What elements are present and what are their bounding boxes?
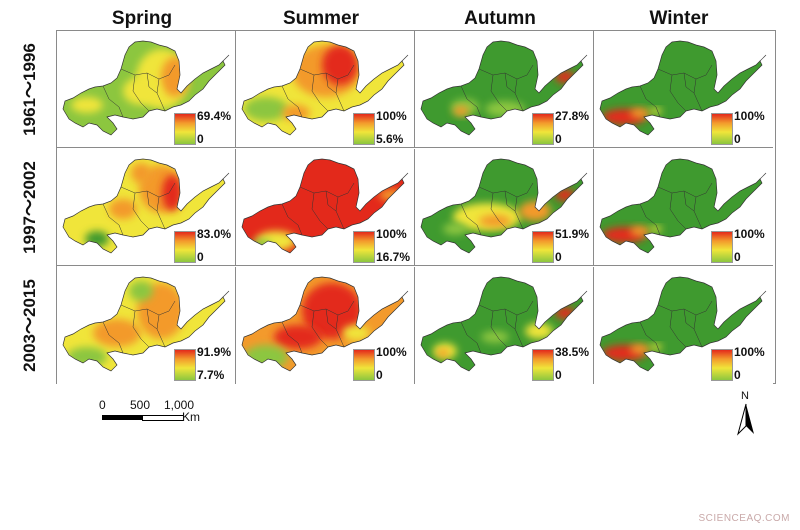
scale-segment-white xyxy=(142,415,184,421)
map-panel-autumn-row-1: 27.8% 0 xyxy=(415,31,594,148)
map-panel-spring-row-1: 69.4% 0 xyxy=(57,31,236,148)
north-arrow-icon: N xyxy=(734,390,758,438)
map-panel-summer-row-3: 100% 0 xyxy=(236,267,415,384)
legend-min-value: 0 xyxy=(555,368,562,382)
legend-color-ramp xyxy=(711,349,733,381)
scale-tick-500: 500 xyxy=(130,398,151,412)
period-label-row-2: 1997～2002 xyxy=(2,148,52,266)
map-panel-spring-row-3: 91.9% 7.7% xyxy=(57,267,236,384)
region-map xyxy=(241,158,409,254)
region-map xyxy=(241,276,409,372)
region-map xyxy=(241,40,409,136)
legend-color-ramp xyxy=(711,113,733,145)
legend-min-value: 0 xyxy=(555,132,562,146)
region-map xyxy=(62,158,230,254)
season-header-autumn: Autumn xyxy=(464,8,536,29)
region-map xyxy=(599,158,767,254)
legend-min-value: 7.7% xyxy=(197,368,225,382)
map-panel-autumn-row-3: 38.5% 0 xyxy=(415,267,594,384)
region-map xyxy=(62,40,230,136)
scale-tick-0: 0 xyxy=(99,398,106,412)
legend-max-value: 27.8% xyxy=(555,109,590,123)
north-label: N xyxy=(741,390,749,402)
period-label-row-1: 1961～1996 xyxy=(2,30,52,148)
period-label-text: 1997～2002 xyxy=(19,160,39,254)
legend-color-ramp xyxy=(174,113,196,145)
region-map xyxy=(62,276,230,372)
map-panel-winter-row-1: 100% 0 xyxy=(594,31,773,148)
legend-max-value: 100% xyxy=(734,227,765,241)
region-map xyxy=(599,276,767,372)
map-panel-autumn-row-2: 51.9% 0 xyxy=(415,149,594,266)
region-map xyxy=(420,40,588,136)
legend-min-value: 0 xyxy=(734,250,741,264)
legend-min-value: 16.7% xyxy=(376,250,411,264)
scale-unit: Km xyxy=(182,410,200,424)
period-label-row-3: 2003～2015 xyxy=(2,266,52,384)
map-panel-grid: 69.4% 0 100% 5.6% 27.8% 0 xyxy=(56,30,776,384)
legend-color-ramp xyxy=(711,231,733,263)
legend-color-ramp xyxy=(532,349,554,381)
legend-min-value: 0 xyxy=(734,132,741,146)
map-panel-summer-row-2: 100% 16.7% xyxy=(236,149,415,266)
legend-max-value: 69.4% xyxy=(197,109,232,123)
legend-min-value: 0 xyxy=(376,368,383,382)
scale-segment-black xyxy=(102,415,142,420)
map-panel-spring-row-2: 83.0% 0 xyxy=(57,149,236,266)
legend-min-value: 0 xyxy=(555,250,562,264)
legend-max-value: 83.0% xyxy=(197,227,232,241)
period-label-text: 2003～2015 xyxy=(19,278,39,372)
region-map xyxy=(599,40,767,136)
legend-color-ramp xyxy=(353,349,375,381)
legend-color-ramp xyxy=(353,113,375,145)
legend-color-ramp xyxy=(353,231,375,263)
legend-min-value: 0 xyxy=(734,368,741,382)
legend-max-value: 38.5% xyxy=(555,345,590,359)
map-panel-winter-row-3: 100% 0 xyxy=(594,267,773,384)
legend-max-value: 100% xyxy=(376,345,407,359)
legend-min-value: 5.6% xyxy=(376,132,404,146)
legend-min-value: 0 xyxy=(197,250,204,264)
legend-color-ramp xyxy=(532,113,554,145)
scale-bar: 0 500 1,000 Km xyxy=(96,398,236,432)
season-header-spring: Spring xyxy=(111,8,173,29)
legend-color-ramp xyxy=(174,349,196,381)
watermark: SCIENCEAQ.COM xyxy=(698,513,790,524)
legend-max-value: 100% xyxy=(734,345,765,359)
legend-max-value: 51.9% xyxy=(555,227,590,241)
season-header-summer: Summer xyxy=(282,8,360,29)
legend-max-value: 100% xyxy=(376,227,407,241)
map-panel-summer-row-1: 100% 5.6% xyxy=(236,31,415,148)
region-map xyxy=(420,158,588,254)
map-panel-winter-row-2: 100% 0 xyxy=(594,149,773,266)
scale-tick-1000: 1,000 xyxy=(164,398,195,412)
region-map xyxy=(420,276,588,372)
legend-color-ramp xyxy=(174,231,196,263)
legend-max-value: 100% xyxy=(376,109,407,123)
legend-color-ramp xyxy=(532,231,554,263)
legend-max-value: 91.9% xyxy=(197,345,232,359)
legend-min-value: 0 xyxy=(197,132,204,146)
season-header-winter: Winter xyxy=(649,8,709,29)
period-label-text: 1961～1996 xyxy=(19,42,39,136)
legend-max-value: 100% xyxy=(734,109,765,123)
